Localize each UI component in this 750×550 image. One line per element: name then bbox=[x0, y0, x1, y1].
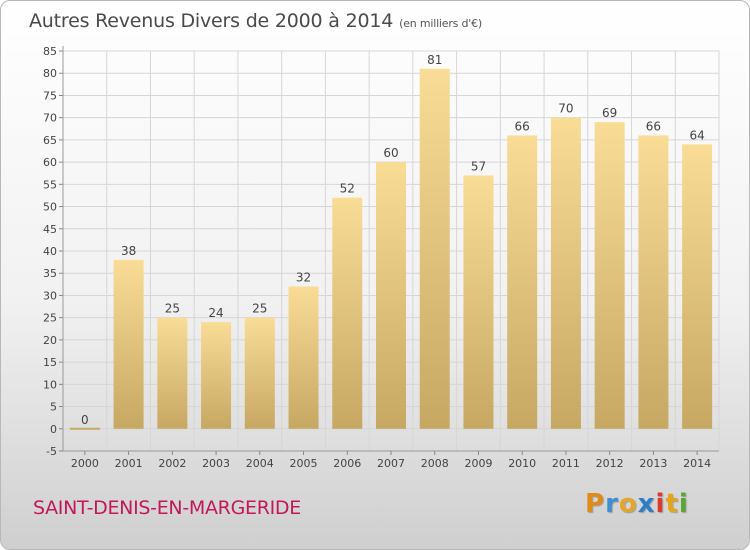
x-tick-label: 2004 bbox=[246, 457, 274, 470]
bar-2006 bbox=[332, 197, 363, 429]
x-tick-label: 2014 bbox=[683, 457, 711, 470]
axes: -5 0 5 10 15 20 25 30 35 40 45 50 55 60 65 70 75 80 85 2000… bbox=[43, 45, 719, 470]
y-tick-label: -5 bbox=[46, 445, 57, 458]
x-tick-label: 2000 bbox=[71, 457, 99, 470]
logo-letter: o bbox=[618, 489, 638, 519]
value-label: 66 bbox=[515, 119, 530, 133]
bar-2011 bbox=[550, 117, 581, 429]
y-tick-label: 30 bbox=[43, 289, 57, 302]
bar-2007 bbox=[376, 162, 406, 429]
chart-title: Autres Revenus Divers de 2000 à 2014 (en … bbox=[29, 10, 482, 32]
y-tick-label: 55 bbox=[43, 178, 57, 191]
logo-letter: i bbox=[655, 489, 666, 519]
y-tick-label: 15 bbox=[43, 356, 57, 369]
value-label: 60 bbox=[383, 146, 398, 160]
value-label: 25 bbox=[165, 302, 180, 316]
bar-2001 bbox=[113, 259, 144, 429]
bar-2002 bbox=[157, 317, 188, 429]
x-tick-label: 2006 bbox=[333, 457, 361, 470]
y-tick-label: 0 bbox=[50, 423, 57, 436]
bar-2008 bbox=[419, 68, 450, 429]
x-tick-label: 2009 bbox=[464, 457, 492, 470]
logo-letter: x bbox=[637, 489, 656, 519]
value-label: 0 bbox=[81, 413, 89, 427]
x-tick-label: 2002 bbox=[158, 457, 186, 470]
bar-2012 bbox=[594, 122, 625, 429]
bar-2004 bbox=[244, 317, 275, 429]
y-tick-label: 20 bbox=[43, 334, 57, 347]
x-tick-label: 2013 bbox=[639, 457, 667, 470]
logo-letter: t bbox=[665, 489, 679, 519]
y-tick-label: 40 bbox=[43, 245, 57, 258]
value-label: 70 bbox=[558, 102, 573, 116]
y-tick-label: 10 bbox=[43, 378, 57, 391]
bar-2014 bbox=[682, 144, 713, 429]
value-label: 52 bbox=[340, 182, 355, 196]
y-tick-label: 80 bbox=[43, 67, 57, 80]
x-tick-label: 2005 bbox=[290, 457, 318, 470]
y-tick-label: 50 bbox=[43, 201, 57, 214]
bar-2009 bbox=[463, 175, 494, 429]
y-tick-label: 70 bbox=[43, 112, 57, 125]
chart-title-text: Autres Revenus Divers de 2000 à 2014 bbox=[29, 10, 394, 32]
labels: 0 38 25 24 25 32 52 60 81 57 66 70 69 66 64 bbox=[81, 53, 705, 427]
proxiti-logo: Proxiti bbox=[585, 489, 689, 519]
value-label: 66 bbox=[646, 119, 661, 133]
x-tick-label: 2003 bbox=[202, 457, 230, 470]
logo-letter: P bbox=[585, 489, 606, 519]
y-tick-label: 60 bbox=[43, 156, 57, 169]
x-tick-label: 2012 bbox=[596, 457, 624, 470]
x-tick-label: 2011 bbox=[552, 457, 580, 470]
y-tick-label: 75 bbox=[43, 89, 57, 102]
value-label: 25 bbox=[252, 302, 267, 316]
x-tick-label: 2001 bbox=[115, 457, 143, 470]
y-tick-label: 25 bbox=[43, 312, 57, 325]
value-label: 38 bbox=[121, 244, 136, 258]
value-label: 24 bbox=[208, 306, 223, 320]
value-label: 64 bbox=[689, 128, 704, 142]
logo-letter: r bbox=[605, 489, 619, 519]
value-label: 69 bbox=[602, 106, 617, 120]
place-name: SAINT-DENIS-EN-MARGERIDE bbox=[33, 497, 301, 519]
x-tick-label: 2007 bbox=[377, 457, 405, 470]
bars bbox=[69, 68, 713, 430]
y-tick-label: 85 bbox=[43, 45, 57, 58]
value-label: 81 bbox=[427, 53, 442, 67]
bar-2003 bbox=[201, 322, 232, 429]
chart-unit: (en milliers d'€) bbox=[399, 17, 483, 30]
bar-2005 bbox=[288, 286, 319, 429]
logo-letter: i bbox=[678, 489, 689, 519]
y-tick-label: 65 bbox=[43, 134, 57, 147]
y-tick-label: 45 bbox=[43, 223, 57, 236]
y-tick-label: 35 bbox=[43, 267, 57, 280]
x-tick-label: 2008 bbox=[421, 457, 449, 470]
x-tick-label: 2010 bbox=[508, 457, 536, 470]
bar-2010 bbox=[507, 135, 538, 429]
bar-2013 bbox=[638, 135, 669, 429]
value-label: 32 bbox=[296, 271, 311, 285]
value-label: 57 bbox=[471, 159, 486, 173]
y-tick-label: 5 bbox=[50, 401, 57, 414]
